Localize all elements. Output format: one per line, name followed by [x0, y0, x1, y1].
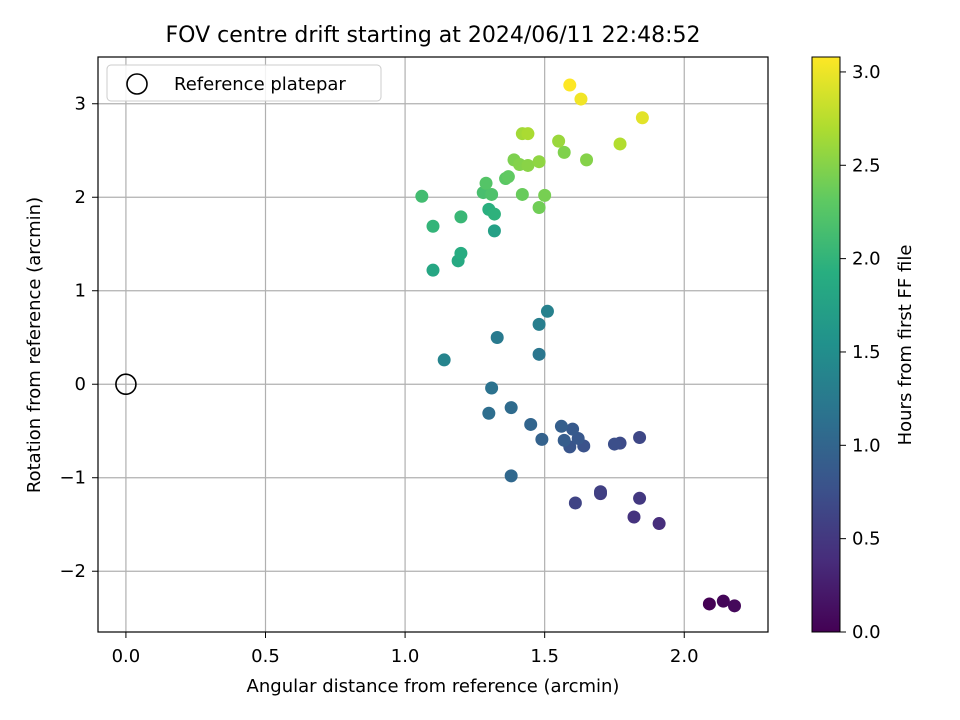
colorbar-gradient [811, 56, 841, 633]
data-point [490, 330, 504, 344]
legend: Reference platepar [106, 64, 382, 102]
data-point [487, 224, 501, 238]
data-point [580, 153, 594, 167]
y-axis-ticks: −2 −1 0 1 2 3 [59, 94, 98, 582]
data-point [437, 353, 451, 367]
y-tick-label: −1 [59, 468, 86, 489]
legend-marker-open-circle [126, 73, 148, 95]
colorbar-tick-label: 0.5 [852, 529, 881, 550]
x-tick-label: 1.5 [530, 646, 559, 667]
data-point [454, 210, 468, 224]
data-point [716, 594, 730, 608]
plot-frame [97, 56, 769, 633]
colorbar-tick-label: 0.0 [852, 622, 881, 643]
y-tick-label: 3 [75, 94, 86, 115]
data-point [702, 597, 716, 611]
data-point [521, 127, 535, 141]
colorbar-ticks: 0.0 0.5 1.0 1.5 2.0 2.5 3.0 [840, 62, 881, 643]
data-points [415, 78, 741, 613]
data-point [633, 491, 647, 505]
x-tick-label: 0.0 [112, 646, 141, 667]
data-point [728, 599, 741, 613]
data-point [538, 188, 552, 202]
y-axis-label: Rotation from reference (arcmin) [24, 197, 45, 493]
data-point [554, 419, 568, 433]
data-point [487, 207, 501, 221]
legend-box [106, 64, 382, 102]
data-point [557, 145, 571, 159]
legend-label: Reference platepar [174, 74, 346, 95]
data-point [571, 431, 585, 445]
data-point [515, 187, 529, 201]
data-point [532, 347, 546, 361]
data-point [652, 517, 666, 531]
x-tick-label: 1.0 [391, 646, 420, 667]
data-point [504, 469, 518, 483]
data-point [454, 246, 468, 260]
y-tick-label: 1 [75, 281, 86, 302]
data-point [607, 437, 621, 451]
data-point [568, 496, 582, 510]
data-point [532, 317, 546, 331]
data-point [552, 134, 566, 148]
data-point [557, 433, 571, 447]
data-point [633, 431, 647, 445]
chart-title: FOV centre drift starting at 2024/06/11 … [166, 23, 701, 48]
colorbar-tick-label: 1.0 [852, 435, 881, 456]
x-tick-label: 0.5 [251, 646, 280, 667]
data-point [540, 304, 554, 318]
data-point [415, 189, 429, 203]
colorbar-tick-label: 2.5 [852, 155, 881, 176]
y-tick-label: 0 [75, 374, 86, 395]
reference-platepar-point [115, 373, 137, 396]
data-point [635, 111, 649, 125]
data-point [426, 219, 440, 233]
data-point [479, 176, 493, 190]
data-point [521, 158, 535, 172]
data-point [501, 170, 515, 184]
data-point [485, 187, 499, 201]
colorbar-tick-label: 2.0 [852, 249, 881, 270]
x-axis-ticks: 0.0 0.5 1.0 1.5 2.0 [112, 632, 699, 667]
data-point [594, 485, 607, 499]
data-point [613, 137, 627, 151]
data-point [532, 155, 546, 169]
y-tick-label: 2 [75, 187, 86, 208]
data-point [485, 381, 499, 395]
reference-marker [115, 373, 137, 396]
colorbar-tick-label: 3.0 [852, 62, 881, 83]
data-point [627, 510, 641, 524]
y-tick-label: −2 [59, 561, 86, 582]
x-axis-label: Angular distance from reference (arcmin) [247, 676, 620, 697]
grid [98, 57, 768, 632]
data-point [574, 92, 588, 106]
colorbar-label: Hours from first FF file [895, 245, 916, 446]
data-point [524, 417, 538, 431]
data-point [532, 201, 546, 215]
data-point [566, 422, 580, 436]
data-point [563, 78, 577, 92]
data-point [504, 401, 518, 415]
data-point [426, 263, 440, 277]
colorbar-tick-label: 1.5 [852, 342, 881, 363]
colorbar: 0.0 0.5 1.0 1.5 2.0 2.5 3.0 Hours from first F… [811, 56, 916, 643]
data-point [535, 432, 549, 446]
data-point [482, 406, 496, 420]
x-tick-label: 2.0 [670, 646, 699, 667]
